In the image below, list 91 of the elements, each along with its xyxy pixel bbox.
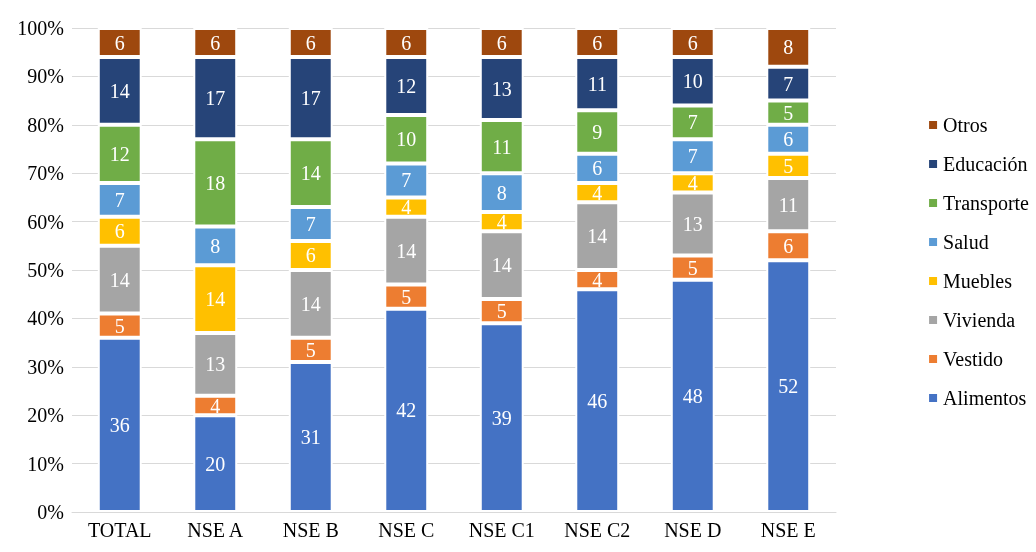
legend-label: Otros	[943, 114, 988, 136]
data-label: 7	[401, 169, 412, 192]
x-tick-label: NSE C1	[468, 519, 535, 541]
data-label: 42	[396, 399, 417, 422]
x-tick-label: NSE C	[378, 519, 435, 541]
y-tick-label: 0%	[37, 501, 64, 523]
legend-label: Salud	[943, 231, 989, 253]
x-tick-label: NSE A	[187, 519, 244, 541]
data-label: 7	[687, 111, 698, 134]
data-label: 31	[300, 425, 321, 448]
data-label: 7	[783, 72, 794, 95]
data-label: 14	[491, 254, 512, 277]
data-label: 6	[114, 220, 125, 243]
y-tick-label: 10%	[27, 452, 64, 475]
data-label: 6	[305, 244, 316, 267]
data-label: 14	[587, 225, 608, 248]
data-label: 39	[491, 406, 512, 429]
data-label: 20	[205, 452, 226, 475]
data-label: 13	[682, 213, 703, 236]
data-label: 10	[396, 128, 417, 151]
data-label: 6	[592, 31, 603, 54]
data-label: 4	[687, 171, 698, 194]
data-label: 14	[109, 79, 130, 102]
data-label: 6	[114, 31, 125, 54]
data-label: 4	[210, 394, 221, 417]
data-label: 4	[592, 181, 603, 204]
data-label: 7	[687, 145, 698, 168]
data-label: 4	[401, 196, 412, 219]
data-label: 5	[496, 300, 507, 323]
data-label: 6	[592, 157, 603, 180]
y-tick-label: 50%	[27, 259, 64, 281]
data-label: 14	[109, 268, 130, 291]
data-label: 5	[401, 285, 412, 308]
y-tick-label: 30%	[27, 355, 64, 378]
x-tick-label: TOTAL	[87, 519, 152, 541]
data-label: 6	[687, 31, 698, 54]
x-tick-label: NSE B	[282, 519, 339, 541]
data-label: 5	[687, 256, 698, 279]
data-label: 5	[783, 154, 794, 177]
data-label: 7	[305, 213, 316, 236]
data-label: 13	[205, 353, 226, 376]
data-label: 11	[492, 135, 512, 158]
legend-label: Transporte	[943, 192, 1030, 215]
data-label: 5	[114, 314, 125, 337]
x-tick-label: NSE D	[664, 519, 722, 541]
data-label: 14	[300, 162, 321, 185]
data-label: 5	[305, 338, 316, 361]
data-label: 17	[205, 87, 226, 110]
legend-label: Muebles	[943, 270, 1013, 292]
x-tick-label: NSE C2	[564, 519, 631, 541]
data-label: 4	[496, 210, 507, 233]
data-label: 10	[682, 70, 703, 93]
data-label: 52	[778, 375, 799, 398]
y-tick-label: 40%	[27, 307, 64, 330]
data-label: 14	[205, 288, 226, 311]
data-label: 6	[783, 128, 794, 151]
data-label: 6	[783, 234, 794, 257]
legend-label: Vivienda	[943, 309, 1016, 331]
legend-label: Alimentos	[943, 387, 1027, 409]
y-tick-label: 70%	[27, 162, 64, 185]
data-label: 17	[300, 87, 321, 110]
data-label: 8	[783, 36, 794, 59]
x-tick-label: NSE E	[760, 519, 816, 541]
data-label: 14	[396, 239, 417, 262]
data-label: 18	[205, 171, 226, 194]
y-tick-label: 60%	[27, 210, 64, 233]
y-tick-label: 90%	[27, 65, 64, 88]
data-label: 46	[587, 389, 608, 412]
data-label: 4	[592, 268, 603, 291]
data-label: 12	[109, 142, 130, 165]
data-label: 11	[587, 72, 607, 95]
data-label: 11	[778, 193, 798, 216]
data-label: 6	[210, 31, 221, 54]
data-label: 8	[210, 234, 221, 257]
data-label: 7	[114, 188, 125, 211]
legend-label: Educación	[943, 153, 1028, 175]
y-tick-label: 80%	[27, 113, 64, 136]
data-label: 8	[496, 181, 507, 204]
y-tick-label: 20%	[27, 404, 64, 427]
data-label: 6	[401, 31, 412, 54]
data-label: 9	[592, 121, 603, 144]
legend-label: Vestido	[943, 348, 1004, 370]
data-label: 6	[496, 31, 507, 54]
data-label: 12	[396, 75, 417, 98]
data-label: 6	[305, 31, 316, 54]
data-label: 14	[300, 292, 321, 315]
data-label: 36	[109, 413, 130, 436]
data-label: 5	[783, 101, 794, 124]
data-label: 48	[682, 384, 703, 407]
y-tick-label: 100%	[17, 17, 64, 39]
data-label: 13	[491, 77, 512, 100]
